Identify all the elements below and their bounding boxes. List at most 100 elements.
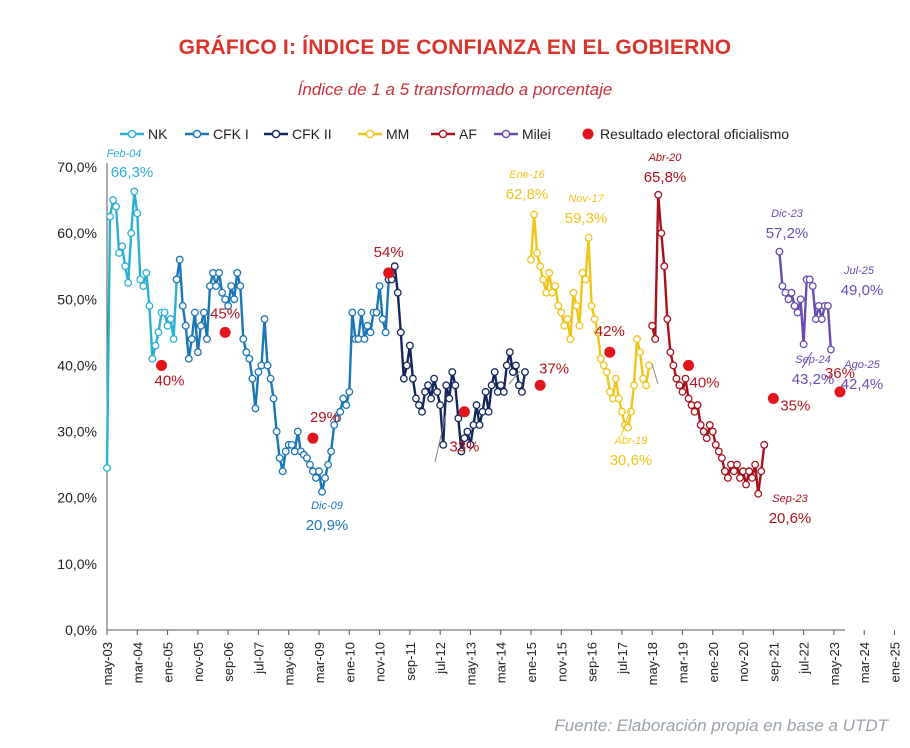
data-point: [463, 427, 472, 436]
data-point: [424, 381, 433, 390]
data-point: [260, 315, 269, 324]
annotation-date: Ago-25: [843, 359, 880, 371]
data-point: [106, 212, 114, 221]
data-point: [457, 447, 466, 456]
data-point: [784, 295, 793, 304]
data-point: [536, 262, 545, 271]
data-point: [817, 315, 826, 324]
data-point: [581, 275, 590, 284]
data-point: [481, 387, 490, 396]
data-point: [239, 335, 248, 343]
data-point: [745, 467, 754, 476]
data-point: [448, 368, 457, 376]
data-point: [699, 427, 708, 436]
legend-election-marker: [582, 128, 594, 140]
data-point: [633, 335, 641, 343]
data-point: [115, 249, 124, 257]
data-point: [642, 381, 651, 390]
data-point: [233, 268, 242, 277]
y-tick-label: 50,0%: [57, 291, 97, 307]
data-point: [121, 262, 130, 271]
data-point: [433, 387, 442, 396]
data-point: [242, 348, 251, 357]
data-point: [411, 394, 420, 403]
data-point: [760, 440, 769, 449]
data-point: [402, 361, 411, 370]
chart-title: GRÁFICO I: ÍNDICE DE CONFIANZA EN EL GOB…: [178, 36, 732, 59]
election-label: 35%: [780, 398, 810, 415]
data-point: [799, 340, 808, 349]
data-point: [109, 196, 118, 205]
chart-subtitle: Índice de 1 a 5 transformado a porcentaj…: [297, 80, 613, 99]
x-tick-label: ene-15: [524, 642, 539, 682]
data-point: [254, 368, 263, 376]
data-point: [572, 301, 581, 310]
legend-label: NK: [148, 126, 168, 142]
x-tick-label: nov-20: [736, 642, 751, 682]
data-point: [708, 427, 717, 436]
data-point: [336, 407, 345, 416]
data-point: [212, 282, 220, 291]
data-point: [415, 401, 423, 410]
data-point: [148, 354, 157, 363]
data-point: [711, 440, 720, 449]
data-point: [427, 394, 436, 403]
data-point: [751, 460, 760, 469]
x-tick-label: may-03: [100, 642, 115, 685]
x-tick-label: mar-19: [675, 642, 690, 683]
annotation-date: Abr-20: [648, 152, 683, 164]
data-point: [378, 315, 387, 324]
x-tick-label: mar-04: [130, 642, 145, 683]
data-point: [499, 387, 508, 396]
data-point: [421, 387, 429, 396]
data-point: [187, 335, 196, 343]
series-line-cfk-ii: [388, 265, 527, 453]
election-point: [156, 359, 168, 371]
data-point: [639, 374, 648, 383]
data-point: [705, 421, 714, 429]
data-point: [172, 275, 181, 284]
legend-label: CFK II: [292, 126, 332, 142]
data-point: [539, 275, 548, 284]
data-point: [272, 427, 281, 436]
data-point: [533, 249, 542, 257]
data-point: [145, 301, 154, 310]
data-point: [596, 354, 605, 363]
data-point: [396, 328, 405, 337]
data-point: [142, 268, 151, 277]
data-point: [221, 295, 230, 304]
data-point: [775, 247, 784, 256]
data-point: [375, 282, 384, 291]
election-point: [834, 386, 846, 398]
data-point: [496, 381, 505, 390]
annotation-date: Nov-17: [568, 193, 604, 205]
x-tick-label: sep-21: [766, 642, 781, 682]
data-point: [808, 282, 817, 291]
election-label: 45%: [210, 305, 240, 322]
data-point: [490, 368, 499, 376]
data-point: [215, 268, 224, 277]
data-point: [136, 275, 145, 284]
election-label: 29%: [310, 409, 340, 426]
legend-swatch-marker: [127, 129, 137, 139]
election-point: [458, 406, 470, 418]
data-point: [678, 387, 687, 396]
data-point: [787, 288, 796, 297]
annotation-date: Abr-19: [614, 435, 648, 447]
legend-swatch-marker: [438, 129, 448, 139]
legend-swatch-marker: [501, 129, 511, 139]
x-tick-label: mar-14: [494, 642, 509, 683]
data-point: [224, 301, 233, 310]
data-point: [266, 374, 275, 383]
data-point: [590, 315, 599, 324]
x-tick-label: ene-10: [342, 642, 357, 682]
y-tick-label: 0,0%: [65, 622, 97, 638]
data-point: [124, 278, 133, 287]
x-tick-label: jul-22: [797, 642, 812, 675]
data-point: [139, 282, 148, 291]
election-label: 54%: [374, 244, 404, 261]
series-line-af: [651, 193, 766, 495]
data-point: [321, 473, 330, 482]
data-point: [548, 288, 557, 297]
data-point: [681, 374, 690, 383]
